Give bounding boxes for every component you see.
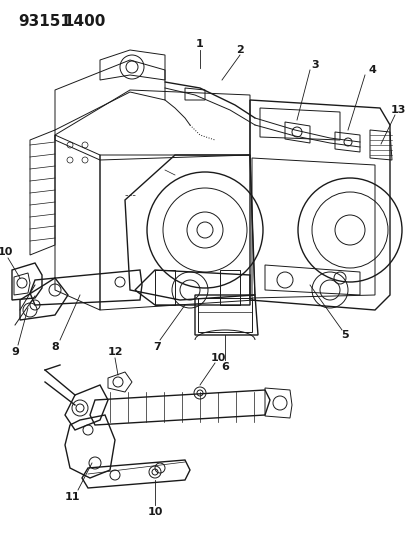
Text: 10: 10 <box>210 353 225 363</box>
Text: 7: 7 <box>153 342 161 352</box>
Text: 6: 6 <box>221 362 228 372</box>
Text: 8: 8 <box>51 342 59 352</box>
Text: 11: 11 <box>64 492 80 502</box>
Text: 2: 2 <box>235 45 243 55</box>
Text: 4: 4 <box>367 65 375 75</box>
Text: 1: 1 <box>196 39 203 49</box>
Text: 3: 3 <box>311 60 318 70</box>
Text: 10: 10 <box>147 507 162 517</box>
Text: 12: 12 <box>107 347 122 357</box>
Text: 5: 5 <box>340 330 348 340</box>
Text: 9: 9 <box>11 347 19 357</box>
Text: 13: 13 <box>389 105 405 115</box>
Text: 93151: 93151 <box>18 14 71 29</box>
Text: 1400: 1400 <box>63 14 105 29</box>
Text: 10: 10 <box>0 247 13 257</box>
